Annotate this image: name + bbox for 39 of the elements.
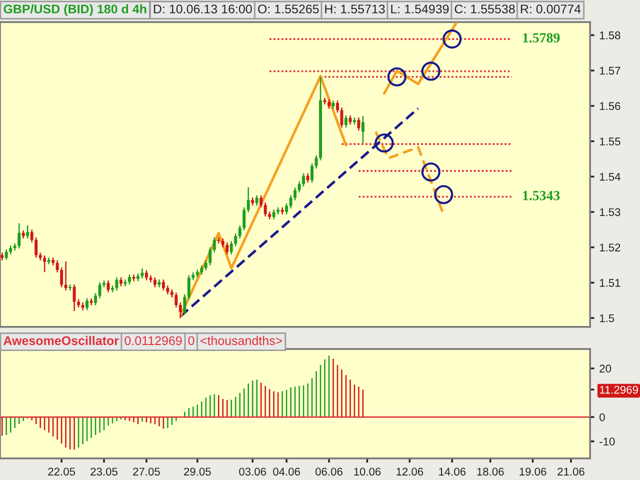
text: 0.0112969 bbox=[124, 336, 182, 346]
x-tick-label: 06.06 bbox=[316, 468, 342, 476]
x-tick-label: 12.06 bbox=[396, 468, 424, 476]
x-tick-label: 22.05 bbox=[48, 468, 75, 476]
text: O: 1.55265 bbox=[258, 4, 319, 14]
x-tick-label: 14.06 bbox=[439, 468, 466, 476]
x-tick-label: 18.06 bbox=[477, 468, 504, 476]
x-tick-label: 23.05 bbox=[90, 468, 118, 476]
x-tick-label: 19.06 bbox=[520, 468, 546, 476]
text: <thousandths> bbox=[200, 336, 282, 346]
y-tick-label: 1.57 bbox=[600, 66, 620, 75]
x-tick-label: 27.05 bbox=[133, 468, 160, 476]
y-tick-label: 20 bbox=[600, 364, 612, 373]
x-tick-label: 03.06 bbox=[239, 468, 266, 476]
chart-title: AwesomeOscillator bbox=[4, 336, 119, 346]
y-tick-label: -10 bbox=[600, 438, 615, 446]
y-tick-label: 1.5 bbox=[600, 314, 614, 322]
text: C: 1.55538 bbox=[454, 4, 515, 14]
series-label: 1.5789 bbox=[523, 33, 560, 43]
y-tick-label: 1.52 bbox=[600, 244, 620, 252]
text: R: 0.00774 bbox=[520, 4, 581, 14]
x-tick-label: 04.06 bbox=[273, 468, 300, 476]
series-label: 1.5343 bbox=[523, 190, 560, 200]
x-tick-label: 10.06 bbox=[354, 468, 381, 476]
y-tick-label: 1.53 bbox=[600, 208, 620, 216]
text: D: 10.06.13 16:00 bbox=[154, 4, 252, 14]
y-tick-label: 1.56 bbox=[600, 102, 620, 110]
y-tick-label: 1.54 bbox=[600, 172, 620, 181]
x-tick-label: 29.05 bbox=[184, 468, 211, 476]
text: H: 1.55713 bbox=[325, 4, 385, 14]
y-tick-label: 0 bbox=[600, 413, 605, 422]
text: L: 1.54939 bbox=[391, 4, 449, 14]
chart-title: GBP/USD (BID) 180 d 4h bbox=[4, 4, 146, 16]
y-tick-label: 1.58 bbox=[600, 31, 620, 40]
x-tick-label: 21.06 bbox=[558, 468, 584, 476]
text: 0 bbox=[188, 336, 194, 346]
y-tick-label: 1.51 bbox=[600, 279, 620, 287]
y-tick-label: 11.2969 bbox=[600, 386, 638, 394]
y-tick-label: 1.55 bbox=[600, 138, 620, 146]
